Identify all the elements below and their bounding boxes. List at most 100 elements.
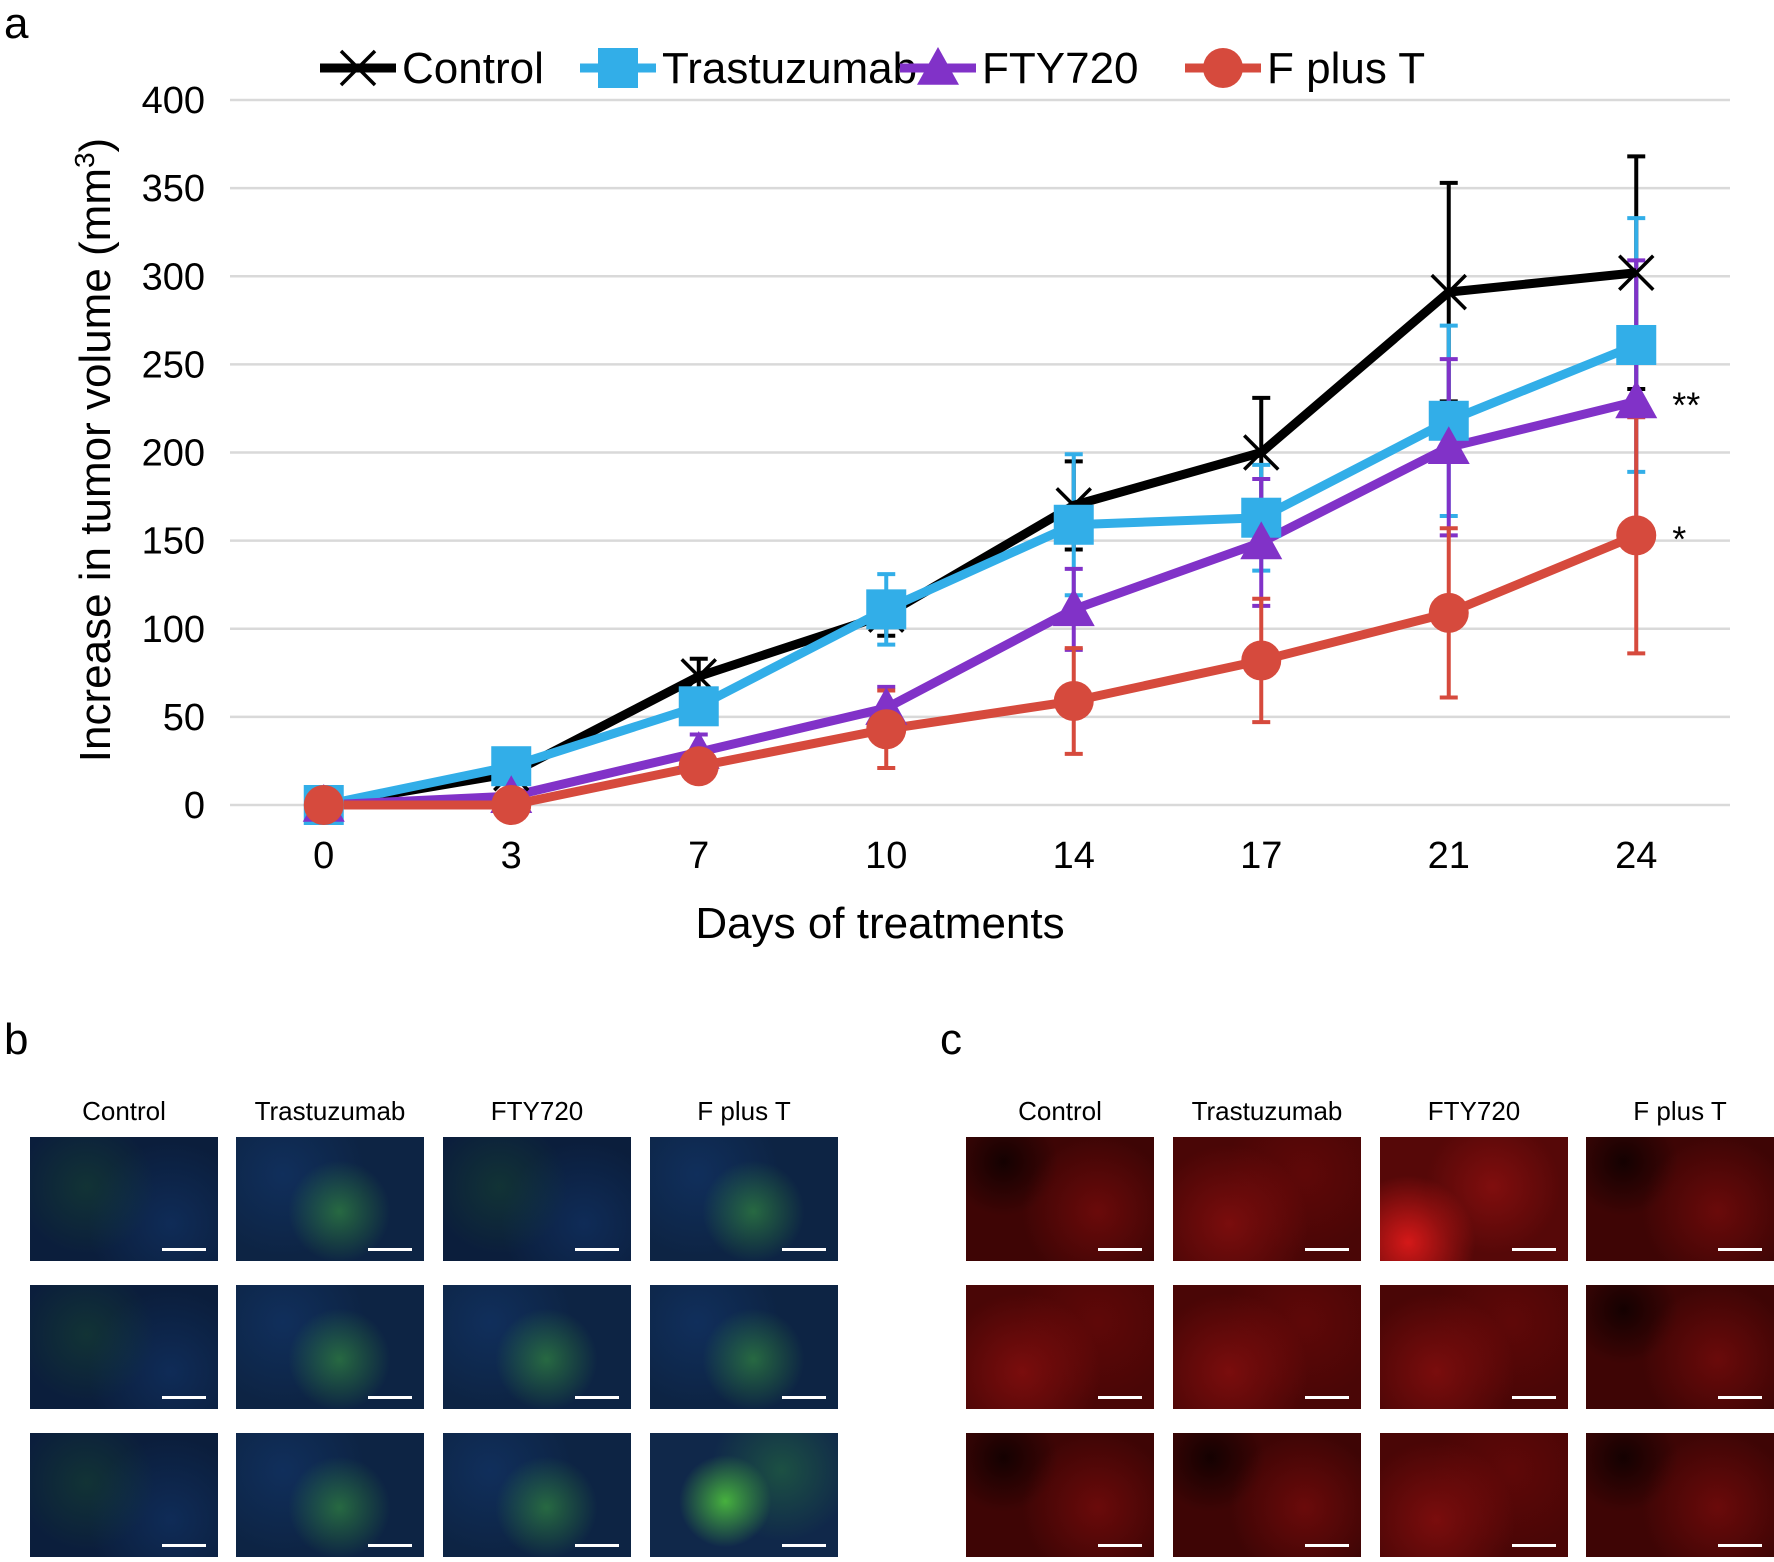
scale-bar xyxy=(1718,1396,1762,1399)
scale-bar xyxy=(1512,1544,1556,1547)
data-point xyxy=(303,785,344,825)
micrograph-tile xyxy=(236,1433,424,1557)
x-tick-label: 3 xyxy=(501,835,522,877)
legend-item: F plus T xyxy=(1185,44,1425,93)
data-point xyxy=(1241,640,1282,681)
scale-bar xyxy=(782,1396,826,1399)
micrograph-tile xyxy=(1173,1433,1361,1557)
x-tick-label: 0 xyxy=(313,835,334,877)
data-point xyxy=(1616,324,1657,365)
scale-bar xyxy=(1512,1248,1556,1251)
scale-bar xyxy=(1512,1396,1556,1399)
micrograph-tile xyxy=(1380,1433,1568,1557)
data-point xyxy=(1053,681,1094,722)
axes: 0 50 100 150 200 250 300 350 400 0 3 7 10 14 17 21 24 xyxy=(142,80,1658,877)
legend: Control Trastuzumab FTY720 F plus T xyxy=(320,44,1425,93)
micrograph-tile xyxy=(30,1285,218,1409)
legend-marker xyxy=(598,48,638,88)
y-tick-label: 200 xyxy=(142,433,205,475)
scale-bar xyxy=(1718,1248,1762,1251)
data-point xyxy=(678,686,719,727)
panel-label-a: a xyxy=(4,0,29,48)
scale-bar xyxy=(1098,1396,1142,1399)
data-point xyxy=(1427,426,1470,465)
scale-bar xyxy=(368,1544,412,1547)
legend-item: Trastuzumab xyxy=(580,44,917,93)
scale-bar xyxy=(782,1248,826,1251)
data-point xyxy=(491,785,532,825)
panel-b-col-label: F plus T xyxy=(697,1096,791,1126)
legend-label: FTY720 xyxy=(982,44,1139,93)
data-point xyxy=(1052,588,1095,627)
data-point xyxy=(1616,515,1657,556)
significance-annotation: ** xyxy=(1672,384,1700,425)
series-line xyxy=(322,340,1638,810)
data-point xyxy=(678,746,719,787)
y-tick-label: 250 xyxy=(142,344,205,386)
panel-b-col-label: FTY720 xyxy=(490,1096,584,1126)
x-axis-title: Days of treatments xyxy=(695,899,1064,948)
data-point xyxy=(1618,254,1655,291)
scale-bar xyxy=(575,1396,619,1399)
y-tick-label: 50 xyxy=(163,697,205,739)
panel-b-col-label: Control xyxy=(82,1096,166,1126)
legend-marker xyxy=(1203,48,1243,88)
data-point xyxy=(866,589,907,630)
legend-item: FTY720 xyxy=(900,44,1139,93)
scale-bar xyxy=(782,1544,826,1547)
panel-c-col-label: Control xyxy=(1018,1096,1102,1126)
x-tick-label: 21 xyxy=(1428,835,1470,877)
y-axis-title: Increase in tumor volume (mm3) xyxy=(69,138,120,762)
series-markers: *** xyxy=(302,254,1700,825)
scale-bar xyxy=(1098,1248,1142,1251)
panel-c-col-label: FTY720 xyxy=(1427,1096,1521,1126)
data-point xyxy=(1428,592,1469,633)
legend-item: Control xyxy=(320,44,544,93)
series-line xyxy=(323,531,1638,810)
panel-label-c: c xyxy=(940,1015,962,1064)
scale-bar xyxy=(575,1544,619,1547)
gridlines xyxy=(230,98,1730,807)
data-point xyxy=(1430,273,1467,311)
scale-bar xyxy=(162,1248,206,1251)
x-tick-label: 17 xyxy=(1240,835,1282,877)
micrograph-tile xyxy=(650,1137,838,1261)
y-tick-label: 400 xyxy=(142,80,205,122)
panel-label-b: b xyxy=(4,1015,29,1064)
y-tick-label: 100 xyxy=(142,609,205,651)
micrograph-tile xyxy=(30,1433,218,1557)
y-tick-label: 150 xyxy=(142,521,205,563)
micrograph-tile xyxy=(1380,1137,1568,1261)
scale-bar xyxy=(575,1248,619,1251)
x-tick-label: 7 xyxy=(688,835,709,877)
x-tick-label: 14 xyxy=(1053,835,1095,877)
data-point xyxy=(1240,521,1283,560)
data-point xyxy=(1053,504,1094,545)
series-line xyxy=(323,397,1638,810)
micrograph-tile xyxy=(1173,1137,1361,1261)
panel-c-col-label: Trastuzumab xyxy=(1191,1096,1343,1126)
legend-marker xyxy=(339,49,377,87)
panel-b-col-label: Trastuzumab xyxy=(254,1096,406,1126)
micrograph-tile xyxy=(443,1285,631,1409)
scale-bar xyxy=(1305,1544,1349,1547)
micrograph-tile xyxy=(1380,1285,1568,1409)
micrograph-tile xyxy=(236,1285,424,1409)
legend-marker xyxy=(917,47,959,85)
micrograph-tile xyxy=(966,1433,1154,1557)
series-line xyxy=(322,268,1637,810)
y-tick-label: 300 xyxy=(142,256,205,298)
scale-bar xyxy=(1305,1396,1349,1399)
significance-annotation: * xyxy=(1672,518,1686,559)
x-tick-label: 24 xyxy=(1615,835,1657,877)
micrograph-tile xyxy=(966,1137,1154,1261)
scale-bar xyxy=(162,1396,206,1399)
panel-c-col-label: F plus T xyxy=(1633,1096,1727,1126)
scale-bar xyxy=(1098,1544,1142,1547)
scale-bar xyxy=(162,1544,206,1547)
legend-label: Control xyxy=(402,44,544,93)
micrograph-tile xyxy=(443,1137,631,1261)
y-tick-label: 350 xyxy=(142,168,205,210)
scale-bar xyxy=(1305,1248,1349,1251)
